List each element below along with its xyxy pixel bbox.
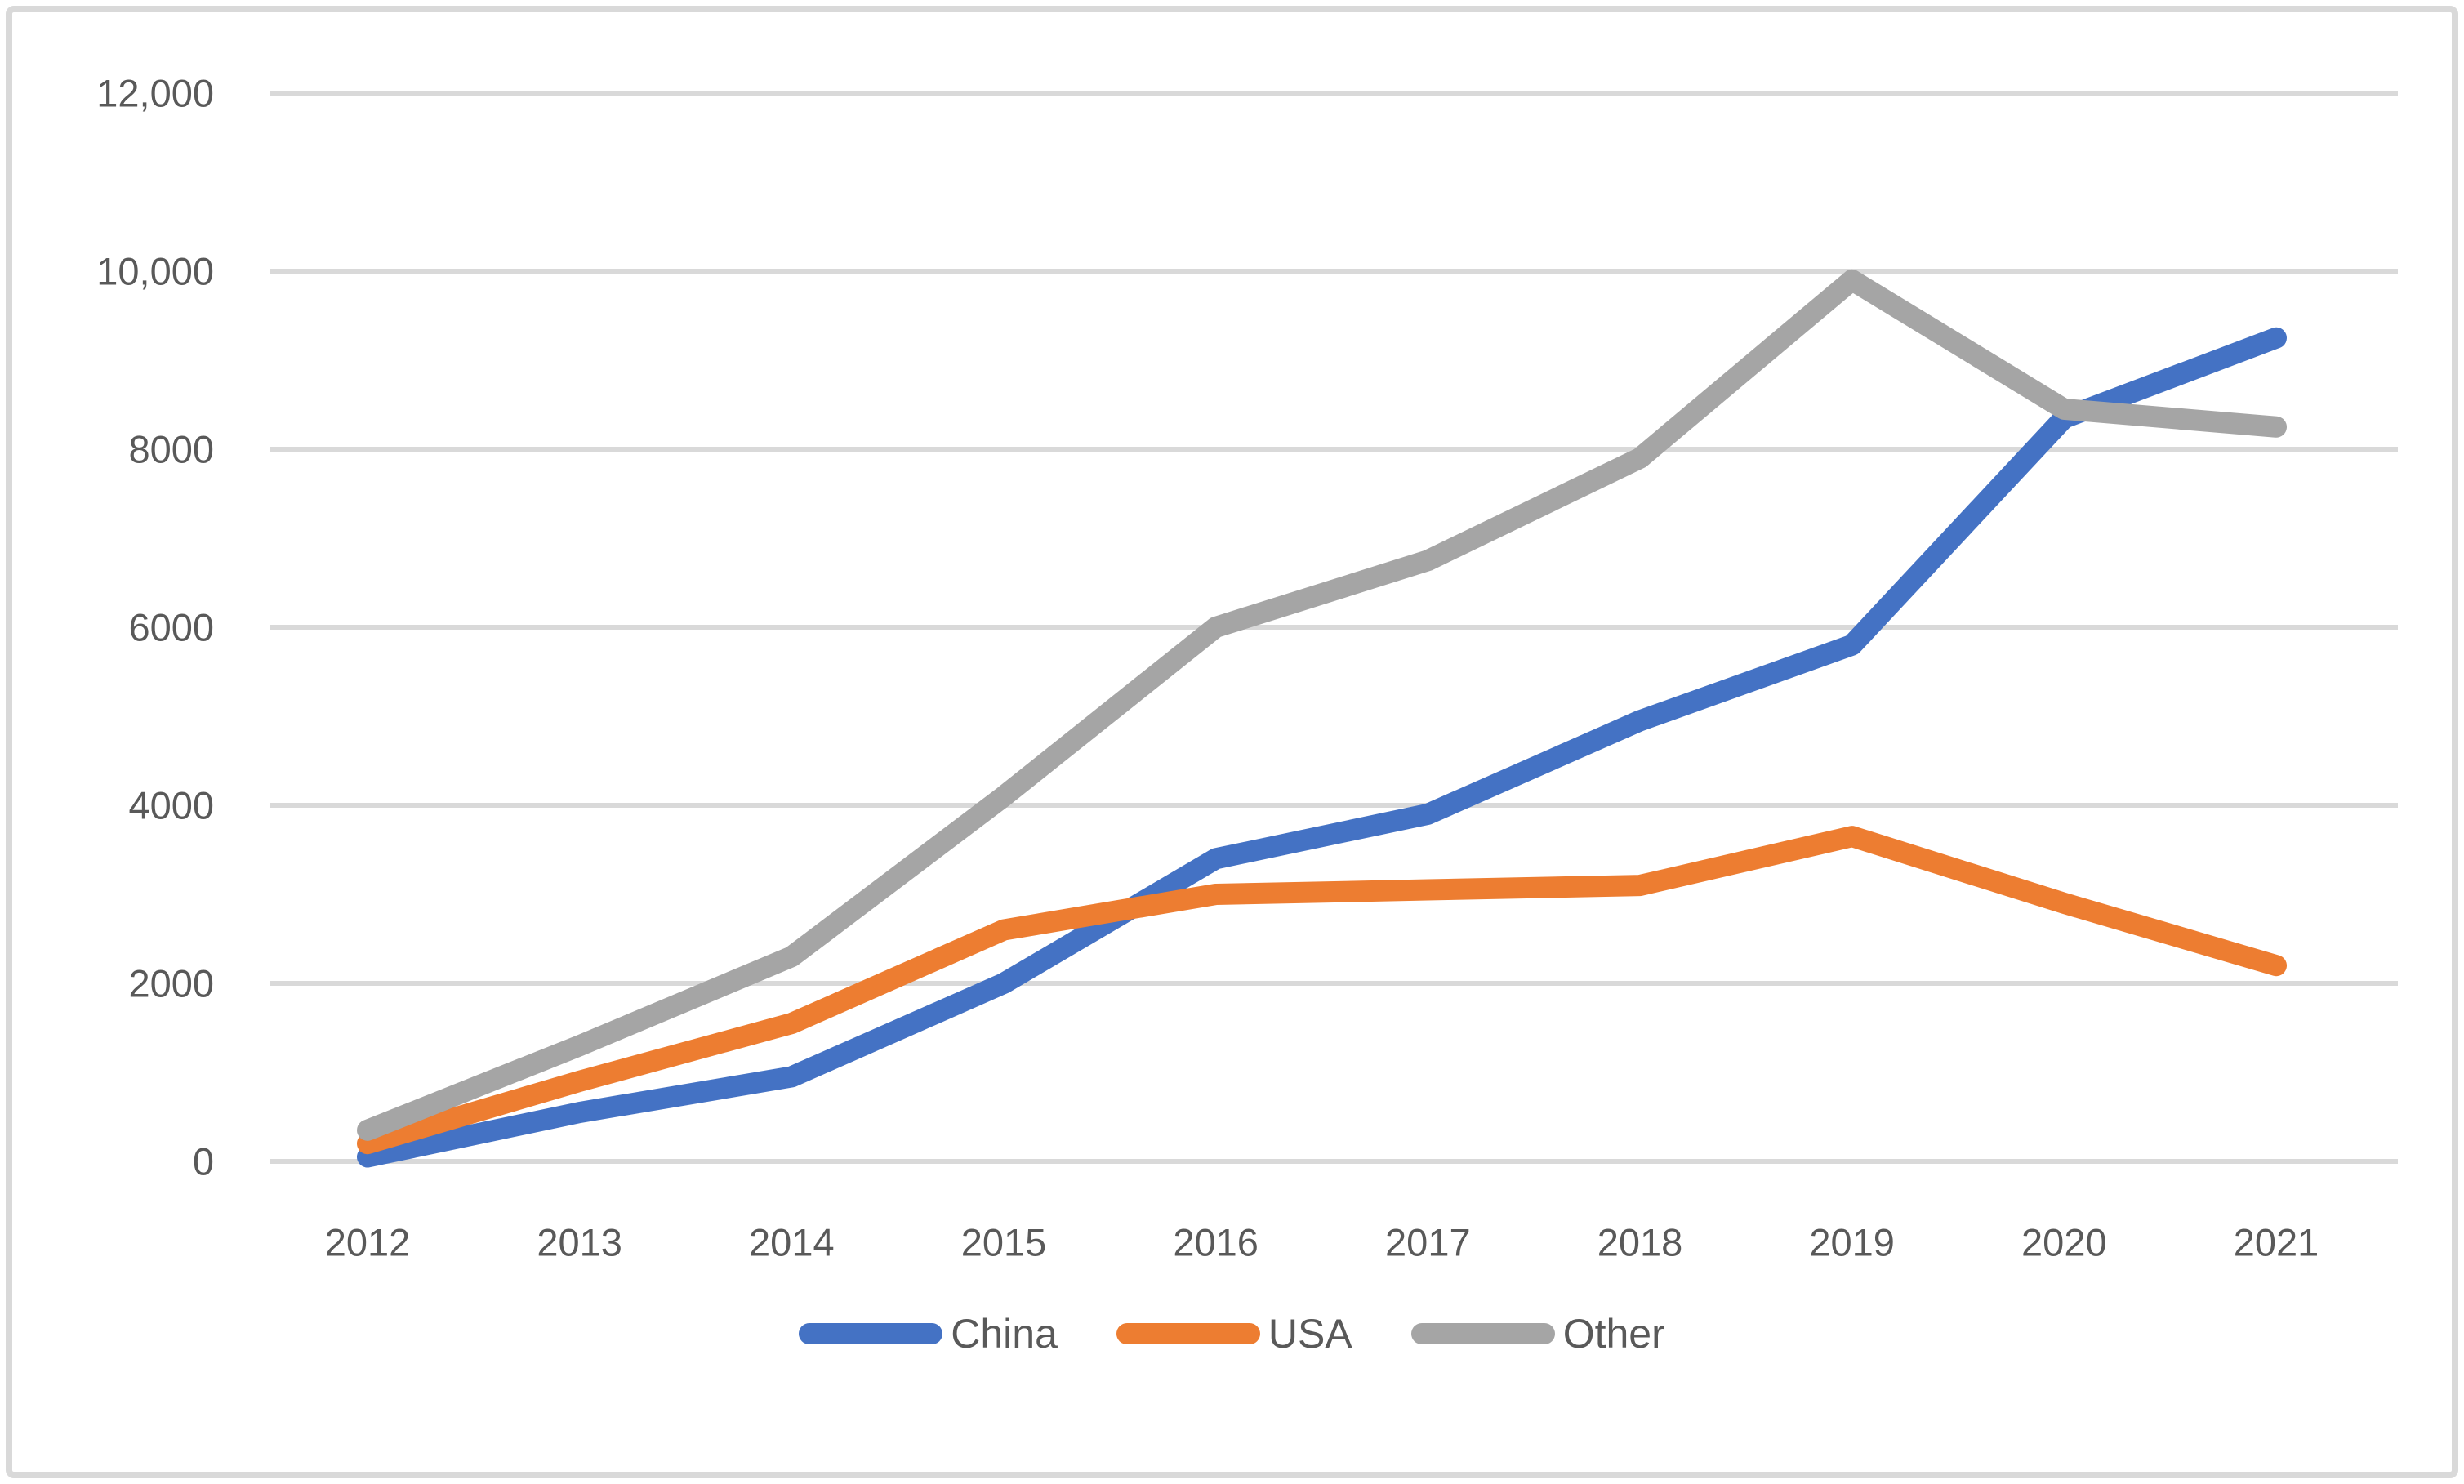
x-tick-label: 2012 [325,1221,411,1264]
x-tick-label: 2017 [1385,1221,1471,1264]
x-tick-label: 2019 [1809,1221,1895,1264]
x-tick-label: 2015 [961,1221,1047,1264]
x-tick-label: 2018 [1597,1221,1683,1264]
series-line-china [357,327,2287,1168]
legend-item-other: Other [1410,1311,1665,1357]
legend-label-usa: USA [1268,1311,1352,1357]
x-tick-label: 2016 [1173,1221,1259,1264]
x-tick-label: 2013 [537,1221,622,1264]
y-tick-label: 12,000 [96,72,214,115]
legend-swatch-other [1410,1323,1555,1344]
x-tick-label: 2014 [749,1221,835,1264]
legend: China USA Other [0,1313,2464,1354]
legend-label-other: Other [1562,1311,1665,1357]
legend-swatch-usa [1116,1323,1260,1344]
legend-item-usa: USA [1116,1313,1352,1354]
legend-label-china: China [951,1311,1058,1357]
x-tick-label: 2020 [2021,1221,2107,1264]
y-tick-label: 2000 [128,962,214,1005]
y-tick-label: 8000 [128,428,214,471]
series-line-other [357,269,2287,1141]
y-tick-label: 6000 [128,606,214,649]
series-line-usa [357,826,2287,1155]
x-tick-label: 2021 [2234,1221,2319,1264]
y-tick-label: 10,000 [96,250,214,293]
y-tick-label: 0 [193,1140,214,1183]
legend-item-china: China [799,1313,1058,1354]
legend-swatch-china [799,1323,943,1344]
y-tick-label: 4000 [128,784,214,827]
